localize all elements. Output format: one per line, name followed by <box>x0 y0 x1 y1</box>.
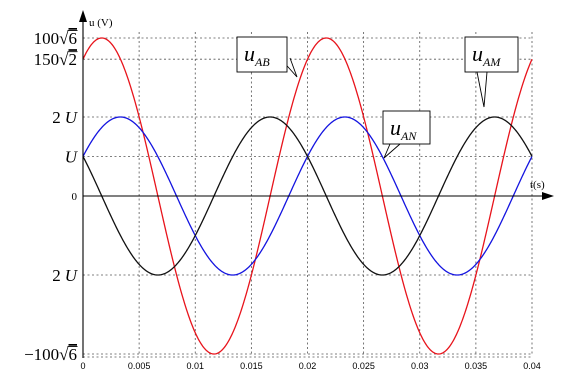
series-label: uAM <box>472 41 501 69</box>
axes <box>79 10 554 358</box>
y-tick-label: U <box>65 147 79 166</box>
x-axis-label: t(s) <box>530 179 545 191</box>
x-tick-label: 0.025 <box>352 361 375 371</box>
y-tick-label: −100√6 <box>24 345 78 364</box>
y-tick-label: 150√2 <box>34 50 78 69</box>
series-line-u-am <box>82 116 533 276</box>
svg-text:−100√6: −100√6 <box>24 345 77 364</box>
labels: 0 0.005 0.01 0.015 0.02 0.025 0.03 0.035 0.04 t(s… <box>24 17 545 371</box>
y-axis-arrow <box>79 10 87 22</box>
svg-text:2U: 2U <box>52 108 79 127</box>
x-tick-label: 0.035 <box>465 361 488 371</box>
svg-text:100√6: 100√6 <box>34 29 77 48</box>
x-tick-label: 0.04 <box>523 361 541 371</box>
x-tick-label: 0 <box>80 361 85 371</box>
x-tick-label: 0.03 <box>411 361 429 371</box>
y-axis-label: u (V) <box>89 17 113 29</box>
svg-text:0: 0 <box>72 191 78 203</box>
callout-u-ab: uAB <box>236 36 298 78</box>
callout-u-am: uAM <box>464 36 519 108</box>
callout-u-an: uAN <box>382 110 431 159</box>
svg-text:U: U <box>65 147 79 166</box>
x-tick-label: 0.015 <box>240 361 263 371</box>
series-label: uAN <box>390 115 417 143</box>
y-tick-label: 100√6 <box>34 29 78 48</box>
svg-text:150√2: 150√2 <box>34 50 77 69</box>
x-axis-arrow <box>542 192 554 200</box>
x-tick-label: 0.01 <box>186 361 204 371</box>
x-tick-label: 0.005 <box>128 361 151 371</box>
series-label: uAB <box>244 41 270 69</box>
svg-text:2U: 2U <box>52 266 79 285</box>
grid <box>83 32 533 358</box>
x-tick-label: 0.02 <box>299 361 317 371</box>
y-tick-label: 0 <box>72 191 78 203</box>
